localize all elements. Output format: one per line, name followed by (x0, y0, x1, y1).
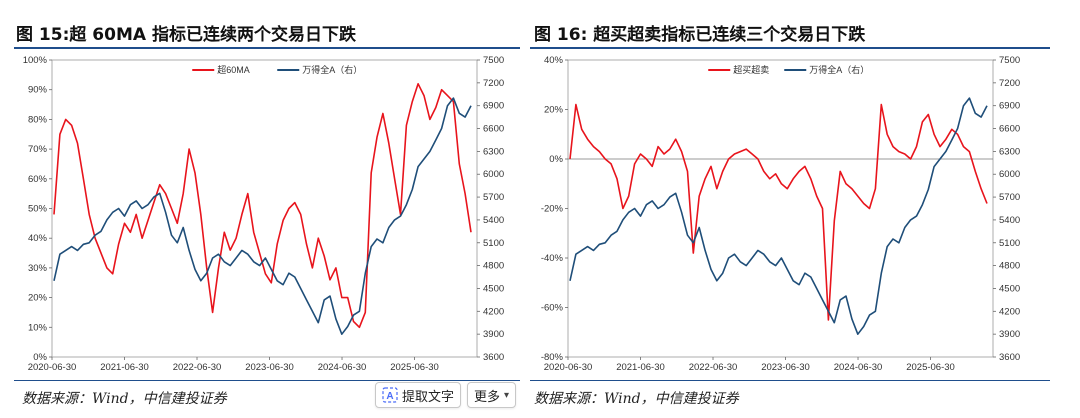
svg-text:A: A (386, 391, 393, 402)
chart-panel-2: 图 16: 超买超卖指标已连续三个交易日下跌 -80% -60% -40% -20% 0… (530, 0, 1080, 418)
x-tick-label: 2024-06-30 (834, 362, 883, 373)
x-tick-label: 2023-06-30 (245, 362, 294, 373)
right-tick-label: 6600 (999, 124, 1020, 135)
chart-title: 图 15:超 60MA 指标已连续两个交易日下跌 (16, 25, 356, 45)
legend-label: 万得全A（右） (302, 64, 362, 75)
left-tick-label: -40% (541, 253, 564, 264)
left-tick-label: -20% (541, 204, 564, 215)
chart-panel-1: 图 15:超 60MA 指标已连续两个交易日下跌 0% 10% 20% 30% 40% 5… (0, 0, 525, 418)
title-rule (530, 47, 1050, 49)
floating-toolbar: A 提取文字 更多 ▾ (375, 382, 517, 408)
x-tick-label: 2020-06-30 (28, 362, 77, 373)
source-rule (530, 380, 1050, 381)
more-label: 更多 (474, 389, 501, 405)
left-tick-label: 100% (23, 55, 48, 66)
text-scan-icon: A (382, 387, 398, 403)
legend-label: 超买超卖 (733, 64, 769, 75)
right-tick-label: 4800 (999, 261, 1020, 272)
legend-label: 万得全A（右） (809, 64, 869, 75)
left-tick-label: 30% (28, 263, 48, 274)
right-tick-label: 5700 (999, 192, 1020, 203)
right-tick-label: 6000 (483, 169, 504, 180)
right-tick-label: 6300 (483, 146, 504, 157)
right-tick-label: 6900 (483, 101, 504, 112)
left-tick-label: 20% (544, 105, 564, 116)
left-tick-label: 20% (28, 293, 48, 304)
left-tick-label: 80% (28, 114, 48, 125)
left-tick-label: 70% (28, 144, 48, 155)
plot-frame (567, 59, 994, 358)
x-tick-label: 2025-06-30 (906, 362, 955, 373)
right-tick-label: 4800 (483, 261, 504, 272)
title-rule (14, 47, 520, 49)
right-tick-label: 3600 (999, 352, 1020, 363)
x-tick-label: 2022-06-30 (173, 362, 222, 373)
right-tick-label: 7200 (483, 78, 504, 89)
x-tick-label: 2020-06-30 (544, 362, 593, 373)
plot-frame (51, 59, 478, 358)
source-rule (14, 380, 520, 381)
right-tick-label: 6600 (483, 124, 504, 135)
x-tick-label: 2024-06-30 (318, 362, 367, 373)
x-tick-label: 2021-06-30 (616, 362, 665, 373)
right-tick-label: 4200 (999, 306, 1020, 317)
chart-title: 图 16: 超买超卖指标已连续三个交易日下跌 (534, 25, 866, 45)
right-tick-label: 5100 (999, 238, 1020, 249)
right-tick-label: 5400 (999, 215, 1020, 226)
chevron-down-icon: ▾ (504, 389, 510, 401)
chart-svg: 0% 10% 20% 30% 40% 50% 60% 70% 80% 90% 100% 3600 390… (23, 55, 504, 373)
series-line (53, 82, 472, 329)
left-tick-label: -80% (541, 352, 564, 363)
right-tick-label: 6300 (999, 146, 1020, 157)
right-tick-label: 4500 (999, 283, 1020, 294)
left-tick-label: 0% (33, 352, 47, 363)
source-note: 数据来源：Wind，中信建投证券 (22, 391, 227, 407)
x-tick-label: 2023-06-30 (761, 362, 810, 373)
x-tick-label: 2025-06-30 (390, 362, 439, 373)
left-tick-label: 50% (28, 204, 48, 215)
right-tick-label: 7200 (999, 78, 1020, 89)
right-tick-label: 3900 (483, 329, 504, 340)
left-tick-label: 90% (28, 85, 48, 96)
extract-text-button[interactable]: A 提取文字 (375, 382, 462, 408)
right-tick-label: 7500 (999, 55, 1020, 66)
extract-text-label: 提取文字 (402, 389, 455, 405)
right-tick-label: 3900 (999, 329, 1020, 340)
series-line (569, 97, 988, 336)
left-tick-label: 40% (544, 55, 564, 66)
series-line (53, 97, 472, 336)
right-tick-label: 6900 (999, 101, 1020, 112)
right-tick-label: 7500 (483, 55, 504, 66)
left-tick-label: -60% (541, 303, 564, 314)
left-tick-label: 60% (28, 174, 48, 185)
left-tick-label: 10% (28, 322, 48, 333)
source-note: 数据来源：Wind，中信建投证券 (534, 391, 739, 407)
chart-svg: -80% -60% -40% -20% 0% 20% 40% 3600 3900 4200 4500… (541, 55, 1020, 373)
right-tick-label: 6000 (999, 169, 1020, 180)
legend-label: 超60MA (217, 64, 250, 75)
right-tick-label: 5400 (483, 215, 504, 226)
right-tick-label: 5700 (483, 192, 504, 203)
right-tick-label: 3600 (483, 352, 504, 363)
right-tick-label: 5100 (483, 238, 504, 249)
x-tick-label: 2021-06-30 (100, 362, 149, 373)
right-tick-label: 4200 (483, 306, 504, 317)
more-button[interactable]: 更多 ▾ (467, 382, 517, 408)
left-tick-label: 0% (549, 154, 563, 165)
right-tick-label: 4500 (483, 283, 504, 294)
x-tick-label: 2022-06-30 (689, 362, 738, 373)
series-line (569, 103, 988, 321)
left-tick-label: 40% (28, 233, 48, 244)
